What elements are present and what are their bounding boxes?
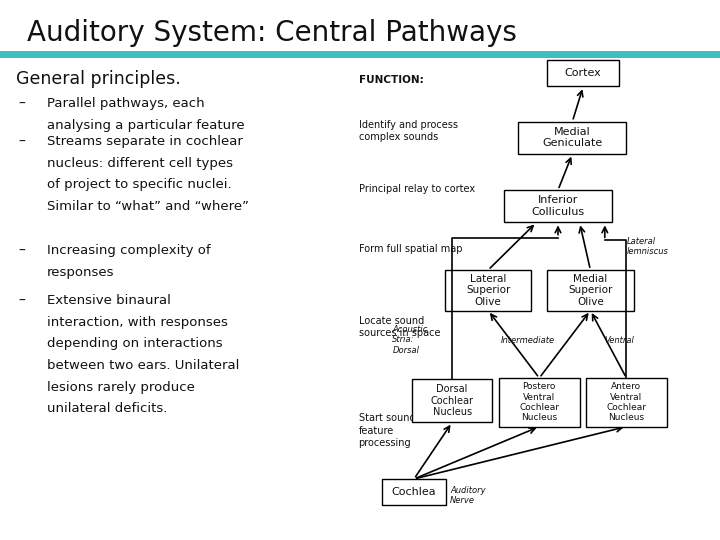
Text: Lateral
Superior
Olive: Lateral Superior Olive [466, 274, 510, 307]
Text: Similar to “what” and “where”: Similar to “what” and “where” [47, 200, 249, 213]
FancyBboxPatch shape [499, 378, 580, 427]
FancyBboxPatch shape [382, 479, 446, 505]
Text: unilateral deficits.: unilateral deficits. [47, 402, 167, 415]
Text: Postero
Ventral
Cochlear
Nucleus: Postero Ventral Cochlear Nucleus [519, 382, 559, 422]
Text: Dorsal
Cochlear
Nucleus: Dorsal Cochlear Nucleus [431, 384, 474, 417]
Text: –: – [18, 294, 25, 308]
Text: Locate sound
sources in space: Locate sound sources in space [359, 316, 440, 338]
Text: Form full spatial map: Form full spatial map [359, 244, 462, 254]
Text: Ventral: Ventral [605, 336, 634, 345]
Text: analysing a particular feature: analysing a particular feature [47, 119, 244, 132]
FancyBboxPatch shape [547, 270, 634, 310]
Text: interaction, with responses: interaction, with responses [47, 316, 228, 329]
Text: Cortex: Cortex [564, 69, 602, 78]
FancyBboxPatch shape [547, 60, 619, 86]
Text: Principal relay to cortex: Principal relay to cortex [359, 184, 474, 194]
Text: Extensive binaural: Extensive binaural [47, 294, 171, 307]
Text: nucleus: different cell types: nucleus: different cell types [47, 157, 233, 170]
Text: depending on interactions: depending on interactions [47, 338, 222, 350]
FancyBboxPatch shape [586, 378, 667, 427]
Text: Lateral
lemniscus: Lateral lemniscus [626, 237, 668, 256]
Text: Inferior
Colliculus: Inferior Colliculus [531, 195, 585, 217]
FancyBboxPatch shape [0, 51, 720, 58]
Text: –: – [18, 97, 25, 111]
FancyBboxPatch shape [412, 379, 492, 422]
Text: lesions rarely produce: lesions rarely produce [47, 381, 194, 394]
Text: Streams separate in cochlear: Streams separate in cochlear [47, 135, 243, 148]
FancyBboxPatch shape [445, 270, 531, 310]
Text: FUNCTION:: FUNCTION: [359, 75, 423, 85]
Text: Medial
Geniculate: Medial Geniculate [542, 127, 603, 148]
Text: Identify and process
complex sounds: Identify and process complex sounds [359, 120, 458, 142]
FancyBboxPatch shape [518, 122, 626, 154]
Text: Medial
Superior
Olive: Medial Superior Olive [568, 274, 613, 307]
FancyBboxPatch shape [504, 190, 612, 222]
Text: Auditory System: Central Pathways: Auditory System: Central Pathways [27, 19, 517, 47]
Text: Increasing complexity of: Increasing complexity of [47, 244, 210, 257]
Text: between two ears. Unilateral: between two ears. Unilateral [47, 359, 239, 372]
Text: –: – [18, 244, 25, 258]
Text: General principles.: General principles. [16, 70, 181, 88]
Text: Auditory
Nerve: Auditory Nerve [450, 486, 485, 505]
Text: of project to specific nuclei.: of project to specific nuclei. [47, 178, 231, 191]
Text: Start sound
feature
processing: Start sound feature processing [359, 413, 415, 448]
Text: responses: responses [47, 266, 114, 279]
Text: Parallel pathways, each: Parallel pathways, each [47, 97, 204, 110]
Text: –: – [18, 135, 25, 149]
Text: Antero
Ventral
Cochlear
Nucleus: Antero Ventral Cochlear Nucleus [606, 382, 647, 422]
Text: Acoustic
Stria:
Dorsal: Acoustic Stria: Dorsal [392, 325, 428, 355]
Text: Cochlea: Cochlea [392, 487, 436, 497]
Text: Intermediate: Intermediate [500, 336, 554, 345]
